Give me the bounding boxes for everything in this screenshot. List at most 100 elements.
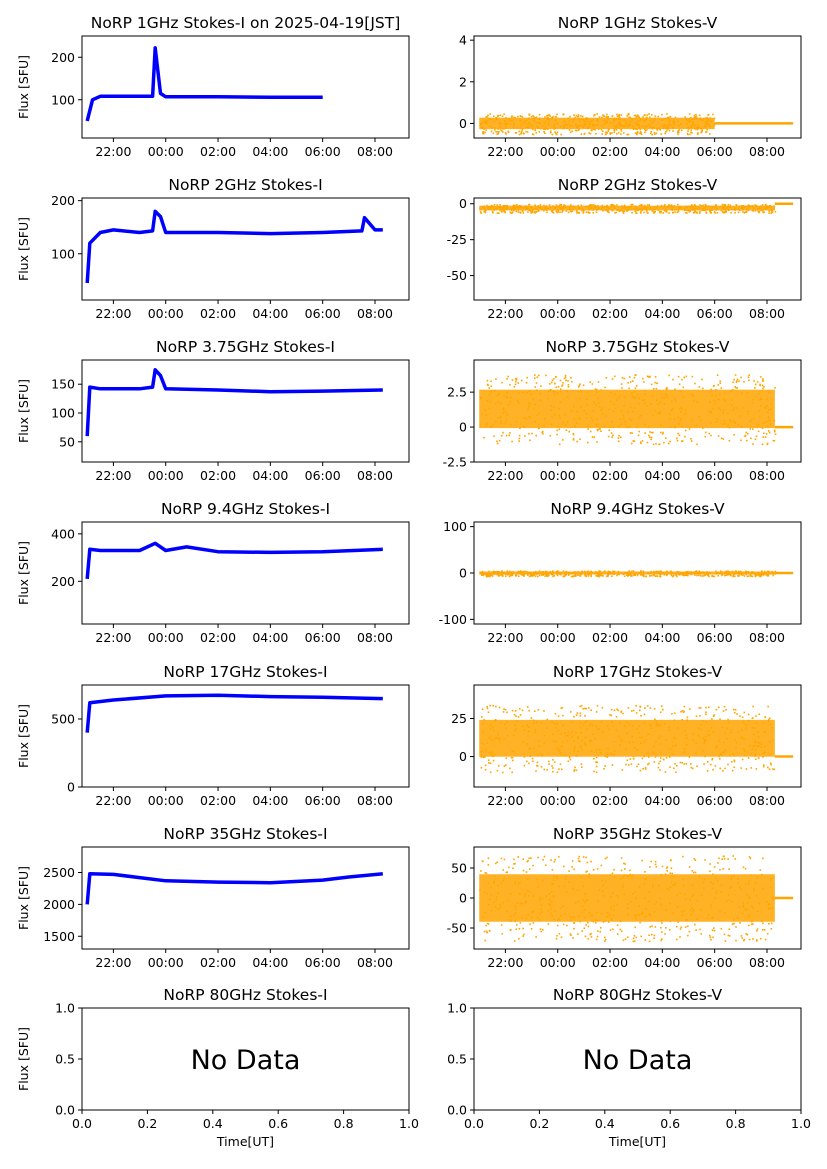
series-line	[85, 872, 383, 905]
scatter-point	[616, 574, 618, 577]
scatter-point	[520, 379, 523, 382]
scatter-point	[743, 212, 746, 214]
scatter-point	[652, 443, 655, 446]
scatter-point	[593, 770, 595, 773]
scatter-point	[670, 859, 672, 862]
scatter-point	[724, 211, 727, 214]
scatter-point	[654, 376, 657, 378]
scatter-point	[616, 924, 619, 926]
scatter-point	[771, 211, 773, 213]
scatter-point	[706, 129, 708, 131]
scatter-point	[580, 204, 583, 207]
scatter-point	[499, 204, 501, 206]
scatter-point	[639, 128, 642, 131]
scatter-point	[708, 934, 711, 937]
scatter-point	[636, 765, 638, 768]
scatter-point	[688, 708, 691, 710]
scatter-point	[677, 375, 680, 378]
scatter-point	[579, 575, 582, 577]
scatter-point	[569, 210, 572, 212]
scatter-point	[575, 575, 577, 577]
scatter-point	[627, 707, 630, 709]
scatter-point	[536, 211, 538, 213]
scatter-point	[621, 769, 624, 771]
scatter-point	[641, 859, 643, 862]
scatter-point	[519, 211, 522, 213]
scatter-point	[602, 114, 604, 116]
scatter-point	[664, 210, 666, 212]
scatter-point	[496, 861, 498, 863]
scatter-point	[513, 386, 516, 388]
subplot-title: NoRP 9.4GHz Stokes-V	[550, 500, 725, 518]
scatter-point	[753, 380, 755, 382]
scatter-point	[649, 116, 651, 119]
scatter-point	[746, 575, 749, 578]
scatter-point	[523, 574, 526, 576]
scatter-point	[600, 927, 602, 929]
scatter-point	[742, 211, 744, 213]
scatter-point	[486, 707, 489, 710]
scatter-point	[576, 211, 579, 213]
x-tick-label: 06:00	[305, 144, 341, 159]
scatter-point	[690, 438, 692, 440]
scatter-point	[585, 575, 588, 578]
scatter-point	[754, 438, 757, 441]
scatter-point	[660, 210, 662, 213]
axes-frame	[81, 521, 410, 625]
scatter-point	[509, 383, 511, 386]
scatter-point	[552, 767, 554, 769]
scatter-point	[634, 210, 637, 212]
scatter-point	[761, 384, 764, 387]
x-tick-label: 22:00	[487, 306, 523, 321]
scatter-point	[578, 128, 580, 131]
scatter-point	[748, 374, 750, 376]
scatter-point	[653, 708, 656, 710]
scatter-point	[701, 575, 704, 577]
scatter-point	[599, 428, 601, 430]
scatter-point	[608, 921, 610, 923]
x-tick-label: 22:00	[487, 630, 523, 645]
scatter-point	[725, 210, 727, 213]
scatter-point	[587, 428, 589, 430]
scatter-point	[644, 128, 646, 131]
scatter-point	[682, 574, 685, 577]
scatter-point	[491, 210, 494, 213]
subplot-6: NoRP 3.75GHz Stokes-V22:00 00:00 02:00 04:0…	[443, 338, 802, 483]
scatter-point	[575, 114, 578, 117]
scatter-point	[666, 574, 668, 577]
scatter-point	[628, 570, 631, 572]
scatter-point	[538, 131, 541, 133]
scatter-point	[525, 871, 528, 873]
y-tick-label: 25	[451, 711, 467, 726]
scatter-point	[501, 210, 503, 213]
scatter-point	[698, 386, 701, 388]
x-tick-label: 22:00	[487, 955, 523, 970]
scatter-point	[620, 930, 623, 932]
scatter-point	[691, 870, 694, 872]
x-tick-label: 06:00	[697, 306, 733, 321]
scatter-point	[522, 210, 524, 212]
scatter-point	[659, 212, 662, 214]
scatter-point	[770, 928, 773, 930]
scatter-point	[546, 128, 549, 130]
scatter-point	[750, 923, 753, 926]
scatter-point	[542, 430, 544, 433]
scatter-point	[567, 380, 569, 382]
scatter-point	[676, 437, 678, 440]
scatter-point	[484, 131, 486, 134]
scatter-point	[757, 430, 760, 433]
scatter-point	[593, 436, 595, 438]
y-tick-label: 2000	[43, 897, 75, 912]
scatter-point	[684, 429, 687, 432]
scatter-point	[530, 211, 532, 213]
scatter-point	[620, 128, 622, 130]
scatter-point	[518, 440, 520, 442]
scatter-point	[483, 210, 486, 213]
scatter-point	[532, 133, 535, 136]
scatter-point	[768, 718, 770, 721]
scatter-point	[725, 574, 728, 577]
scatter-point	[699, 928, 701, 931]
plot-area	[479, 704, 794, 774]
scatter-point	[578, 384, 581, 387]
scatter-point	[484, 211, 487, 214]
